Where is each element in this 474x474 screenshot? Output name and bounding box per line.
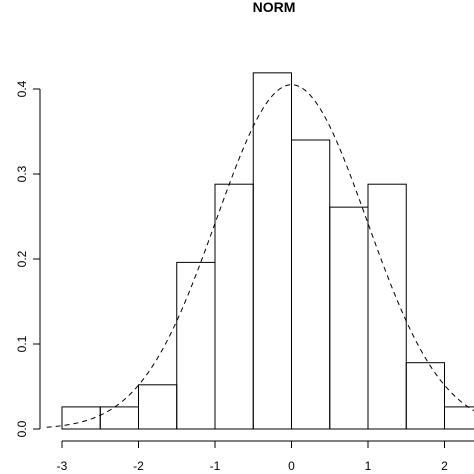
histogram-bar bbox=[99, 406, 139, 430]
y-tick-label: 0.1 bbox=[15, 335, 29, 352]
histogram-bar bbox=[367, 183, 407, 430]
chart-title: NORM bbox=[253, 0, 296, 15]
density-curve bbox=[46, 84, 474, 428]
y-tick-label: 0.4 bbox=[15, 80, 29, 97]
x-tick-label: -1 bbox=[210, 459, 221, 473]
x-axis: -3 -2 -1 0 1 2 bbox=[57, 440, 474, 473]
y-tick-label: 0.2 bbox=[15, 250, 29, 267]
x-tick-label: 1 bbox=[365, 459, 372, 473]
histogram-bar bbox=[214, 183, 254, 430]
x-tick-label: 0 bbox=[288, 459, 295, 473]
histogram-bars bbox=[61, 72, 474, 430]
histogram-bar bbox=[444, 406, 474, 430]
x-tick-label: 2 bbox=[441, 459, 448, 473]
histogram-bar bbox=[176, 261, 216, 430]
y-tick-label: 0.0 bbox=[15, 420, 29, 437]
histogram-bar bbox=[291, 139, 331, 430]
histogram-bar bbox=[252, 72, 292, 430]
y-axis: 0.0 0.1 0.2 0.3 0.4 bbox=[15, 80, 41, 437]
histogram-bar bbox=[329, 206, 369, 430]
x-tick-label: -2 bbox=[133, 459, 144, 473]
density-curve-layer bbox=[46, 84, 474, 428]
histogram-bar bbox=[138, 384, 178, 430]
x-tick-label: -3 bbox=[57, 459, 68, 473]
y-tick-label: 0.3 bbox=[15, 165, 29, 182]
histogram-bar bbox=[405, 362, 445, 430]
